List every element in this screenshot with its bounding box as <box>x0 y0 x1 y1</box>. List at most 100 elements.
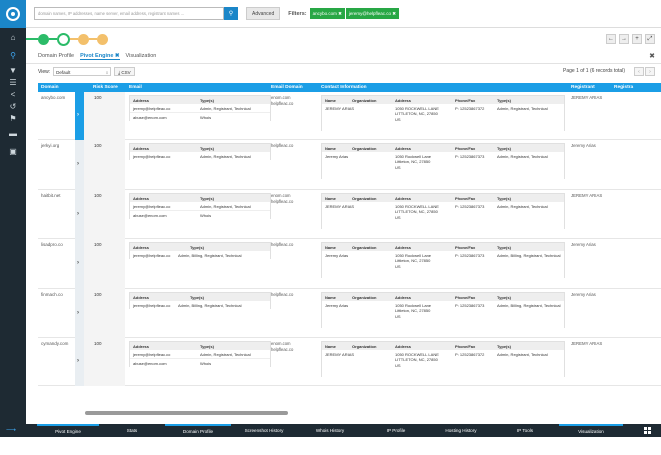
filter-icon[interactable]: ▼ <box>9 65 17 75</box>
domain-cell[interactable]: ancybo.com <box>41 95 66 100</box>
search-input[interactable]: domain names, IP addresses, name server,… <box>34 7 224 20</box>
email-table-header: Address Type(s) <box>130 243 270 250</box>
book-icon[interactable]: ▣ <box>9 146 17 156</box>
col-registrant[interactable]: Registrant <box>571 85 595 90</box>
history-icon[interactable]: ↺ <box>9 101 17 111</box>
registrant-cell[interactable]: Jeremy Arias <box>571 292 596 297</box>
email-address[interactable]: jeremy@helpfleac.co <box>133 351 171 357</box>
share-icon[interactable]: < <box>10 89 16 99</box>
registrant-cell[interactable]: JEREMY ARIAS <box>571 341 603 346</box>
email-address[interactable]: jeremy@helpfleac.co <box>133 203 171 209</box>
email-address[interactable]: jeremy@helpfleac.co <box>133 153 171 159</box>
step-dot[interactable] <box>78 33 89 45</box>
email-address[interactable]: abuse@enom.com <box>133 212 167 218</box>
email-address[interactable]: jeremy@helpfleac.co <box>133 252 171 258</box>
search-button[interactable]: ⚲ <box>224 7 238 20</box>
dock-ip-profile[interactable]: IP Profile <box>386 428 406 433</box>
app-logo[interactable] <box>0 0 26 28</box>
domain-cell[interactable]: jerkyi.org <box>41 143 60 148</box>
next-page-button[interactable]: › <box>645 67 655 76</box>
table-row[interactable]: › jerkyi.org 100 Address Type(s) jeremy@helpf… <box>38 140 661 190</box>
table-row[interactable]: › haitbit.net 100 Address Type(s) jeremy@help… <box>38 190 661 239</box>
email-address[interactable]: abuse@enom.com <box>133 360 167 366</box>
registrant-cell[interactable]: Jeremy Arias <box>571 242 596 247</box>
dock-ip-tools[interactable]: IP Tools <box>516 428 534 433</box>
prev-page-button[interactable]: ‹ <box>634 67 644 76</box>
domain-cell[interactable]: haitbit.net <box>41 193 61 198</box>
step-dot-current[interactable] <box>57 32 70 46</box>
email-domain[interactable]: helpfleac.co <box>271 347 294 352</box>
col-email[interactable]: Email <box>129 85 142 90</box>
table-row[interactable]: › cymandy.com 100 Address Type(s) jeremy@help… <box>38 338 661 386</box>
email-address[interactable]: jeremy@helpfleac.co <box>133 302 171 308</box>
row-expand-toggle[interactable]: › <box>75 140 84 190</box>
dock-screenshot-history[interactable]: Screenshot History <box>244 428 284 433</box>
row-expand-toggle[interactable]: › <box>75 338 84 386</box>
home-icon[interactable]: ⌂ <box>10 32 16 42</box>
scrollbar-thumb[interactable] <box>85 411 288 415</box>
email-domain[interactable]: helpfleac.co <box>271 199 294 204</box>
table-row[interactable]: › finmach.co 100 Address Type(s) jeremy@helpf… <box>38 289 661 338</box>
email-domain[interactable]: helpfleac.co <box>271 143 294 148</box>
email-domain[interactable]: enom.com <box>271 341 291 346</box>
email-domain[interactable]: helpfleac.co <box>271 292 294 297</box>
step-dot[interactable] <box>38 33 49 45</box>
col-risk-score[interactable]: Risk Score <box>93 85 118 90</box>
col-domain[interactable]: Domain <box>41 85 59 90</box>
search-icon: ⚲ <box>228 11 234 17</box>
domain-cell[interactable]: lisadpro.co <box>41 242 63 247</box>
registrant-cell[interactable]: JEREMY ARIAS <box>571 193 603 198</box>
email-domain[interactable]: helpfleac.co <box>271 101 294 106</box>
table-row[interactable]: › lisadpro.co 100 Address Type(s) jeremy@help… <box>38 239 661 289</box>
tab-pivot-engine[interactable]: Pivot Engine ✖ <box>80 52 120 60</box>
step-dot[interactable] <box>97 33 108 45</box>
email-domain[interactable]: enom.com <box>271 95 291 100</box>
col-contact-info[interactable]: Contact Information <box>321 85 367 90</box>
col-registrar[interactable]: Registra <box>614 85 634 90</box>
dock-pivot-engine[interactable]: Pivot Engine <box>37 424 99 437</box>
row-expand-toggle[interactable]: › <box>75 239 84 289</box>
domain-cell[interactable]: finmach.co <box>41 292 63 297</box>
grid-icon[interactable] <box>644 427 651 434</box>
folder-icon[interactable]: ▬ <box>9 128 17 138</box>
registrant-cell[interactable]: JEREMY ARIAS <box>571 95 603 100</box>
arrow-right-icon[interactable]: ⟶ <box>6 427 17 434</box>
expand-icon[interactable]: ⤢ <box>645 34 655 44</box>
row-expand-toggle[interactable]: › <box>75 289 84 338</box>
email-row: jeremy@helpfleac.co Admin, Registrant, Te… <box>130 103 270 112</box>
horizontal-scrollbar[interactable] <box>38 411 661 415</box>
registrant-cell[interactable]: Jeremy Arias <box>571 143 596 148</box>
contact-types: Admin, Registrant, Technical <box>497 351 548 357</box>
list-icon[interactable]: ☰ <box>9 77 17 87</box>
dock-stats[interactable]: Stats <box>126 428 138 433</box>
email-domain[interactable]: enom.com <box>271 193 291 198</box>
row-gutter <box>84 92 125 140</box>
row-expand-toggle[interactable]: › <box>75 190 84 239</box>
forward-arrow-icon[interactable]: → <box>619 34 629 44</box>
contact-phone: P: 12523867373 <box>455 302 485 308</box>
tab-visualization[interactable]: Visualization <box>125 53 157 59</box>
filter-chip[interactable]: ancybo.com ✖ <box>309 8 345 19</box>
close-icon[interactable]: ✖ <box>649 53 655 60</box>
domain-cell[interactable]: cymandy.com <box>41 341 69 346</box>
col-email-domain[interactable]: Email Domain <box>271 85 303 90</box>
advanced-button[interactable]: Advanced <box>246 7 281 20</box>
search-icon[interactable]: ⚲ <box>10 50 16 60</box>
filter-chip[interactable]: jeremy@helpfleac.co ✖ <box>345 8 400 19</box>
dock-visualization[interactable]: Visualization <box>559 424 623 437</box>
table-row[interactable]: › ancybo.com 100 Address Type(s) jeremy@helpf… <box>38 92 661 140</box>
back-arrow-icon[interactable]: ← <box>606 34 616 44</box>
tab-domain-profile[interactable]: Domain Profile <box>38 53 75 59</box>
dock-hosting-history[interactable]: Hosting History <box>445 428 477 433</box>
email-types: Admin, Billing, Registrant, Technical <box>178 252 242 258</box>
row-expand-toggle[interactable]: › <box>75 92 84 140</box>
view-select[interactable]: Default ↕ <box>53 67 112 76</box>
email-domain[interactable]: helpfleac.co <box>271 242 294 247</box>
add-icon[interactable]: + <box>632 34 642 44</box>
dock-whois-history[interactable]: Whois History <box>315 428 345 433</box>
email-address[interactable]: jeremy@helpfleac.co <box>133 105 171 111</box>
dock-domain-profile[interactable]: Domain Profile <box>165 424 231 437</box>
email-address[interactable]: abuse@enom.com <box>133 114 167 120</box>
csv-button[interactable]: ⤓ CSV <box>114 67 135 76</box>
monitor-icon[interactable]: ⚑ <box>9 113 17 123</box>
